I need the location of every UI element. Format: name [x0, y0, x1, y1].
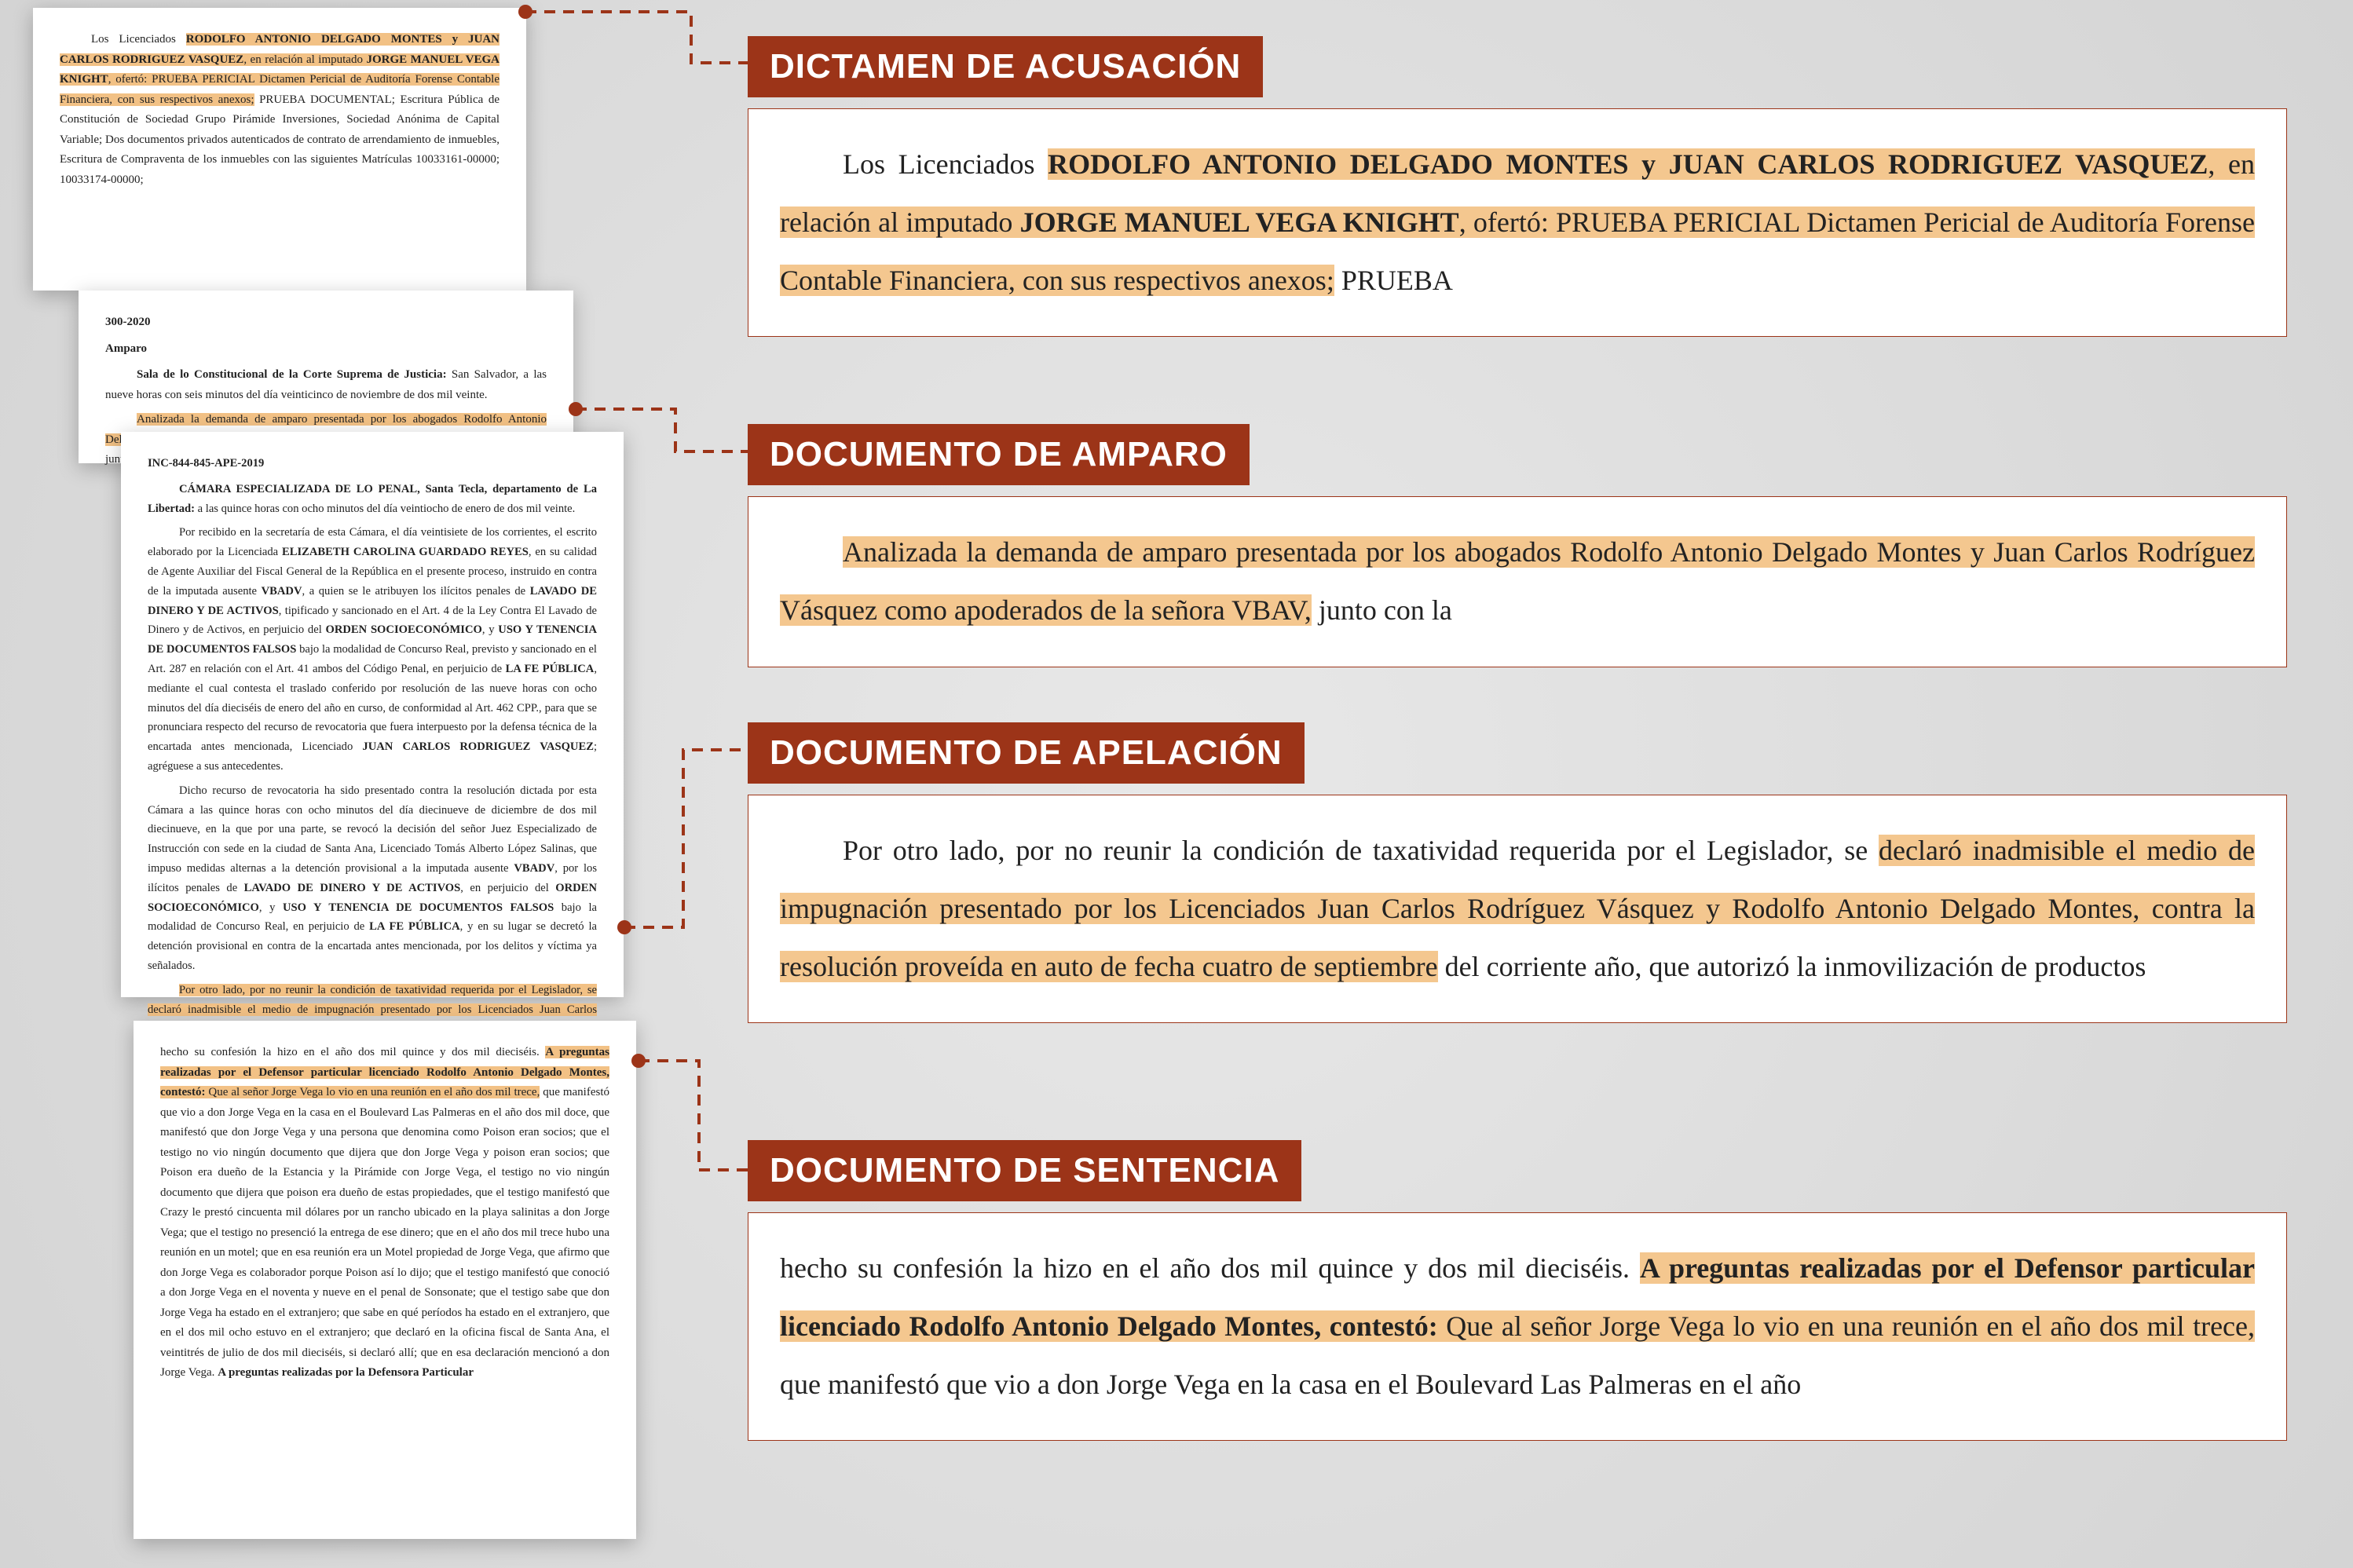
- panel-body: Analizada la demanda de amparo presentad…: [748, 496, 2287, 667]
- connector-dot-2: [569, 402, 583, 416]
- panel-tag: DOCUMENTO DE AMPARO: [748, 424, 1250, 485]
- t: LA FE PÚBLICA: [506, 663, 595, 675]
- t: junto con la: [1312, 594, 1452, 626]
- t: que manifestó que vio a don Jorge Vega e…: [160, 1086, 609, 1379]
- doc3-ref: INC-844-845-APE-2019: [148, 454, 597, 473]
- t: Los Licenciados: [843, 148, 1048, 180]
- t: hecho su confesión la hizo en el año dos…: [780, 1252, 1640, 1284]
- t: PRUEBA: [1334, 265, 1453, 296]
- t: JUAN CARLOS RODRIGUEZ VASQUEZ: [362, 740, 594, 753]
- t: , a quien se le atribuyen los ilícitos p…: [302, 585, 530, 598]
- panel-amparo: DOCUMENTO DE AMPARO Analizada la demanda…: [748, 424, 2287, 667]
- t: a las quince horas con ocho minutos del …: [195, 503, 575, 515]
- t: , en relación al imputado: [243, 53, 366, 66]
- connector-dot-1: [518, 5, 532, 19]
- t: LA FE PÚBLICA: [369, 920, 460, 933]
- t: LAVADO DE DINERO Y DE ACTIVOS: [244, 882, 461, 894]
- t: hecho su confesión la hizo en el año dos…: [160, 1046, 545, 1058]
- t: ELIZABETH CAROLINA GUARDADO REYES: [282, 546, 529, 558]
- panel-sentencia: DOCUMENTO DE SENTENCIA hecho su confesió…: [748, 1140, 2287, 1441]
- panel-tag: DICTAMEN DE ACUSACIÓN: [748, 36, 1263, 97]
- t: A preguntas realizadas por la Defensora …: [218, 1366, 474, 1379]
- doc-acusacion: Los Licenciados RODOLFO ANTONIO DELGADO …: [33, 8, 526, 291]
- t: PRUEBA DOCUMENTAL; Escritura Pública de …: [60, 93, 500, 186]
- t: del corriente año, que autorizó la inmov…: [1438, 951, 2146, 982]
- doc-sentencia: hecho su confesión la hizo en el año dos…: [134, 1021, 636, 1539]
- panel-apelacion: DOCUMENTO DE APELACIÓN Por otro lado, po…: [748, 722, 2287, 1023]
- connector-dot-4: [631, 1054, 646, 1068]
- t: , en perjuicio del: [460, 882, 555, 894]
- t: Analizada la demanda de amparo presentad…: [780, 536, 2255, 626]
- connector-dot-3: [617, 920, 631, 934]
- t: , y: [259, 901, 283, 914]
- panel-tag: DOCUMENTO DE SENTENCIA: [748, 1140, 1301, 1201]
- panel-body: Los Licenciados RODOLFO ANTONIO DELGADO …: [748, 108, 2287, 337]
- t: Sala de lo Constitucional de la Corte Su…: [137, 368, 447, 381]
- panel-tag: DOCUMENTO DE APELACIÓN: [748, 722, 1305, 784]
- t: JORGE MANUEL VEGA KNIGHT: [1020, 207, 1459, 238]
- t: , mediante el cual contesta el traslado …: [148, 663, 597, 753]
- doc2-title: Amparo: [105, 339, 547, 360]
- t: , y: [482, 623, 498, 636]
- doc2-ref: 300-2020: [105, 313, 547, 333]
- doc-apelacion: INC-844-845-APE-2019 CÁMARA ESPECIALIZAD…: [121, 432, 624, 997]
- t: USO Y TENENCIA DE DOCUMENTOS FALSOS: [283, 901, 554, 914]
- t: Los Licenciados: [91, 33, 186, 46]
- t: Dicho recurso de revocatoria ha sido pre…: [148, 784, 597, 875]
- t: ORDEN SOCIOECONÓMICO: [326, 623, 482, 636]
- t: RODOLFO ANTONIO DELGADO MONTES y JUAN CA…: [1048, 148, 2208, 180]
- panel-body: hecho su confesión la hizo en el año dos…: [748, 1212, 2287, 1441]
- panel-acusacion: DICTAMEN DE ACUSACIÓN Los Licenciados RO…: [748, 36, 2287, 337]
- t: Que al señor Jorge Vega lo vio en una re…: [1438, 1310, 2255, 1342]
- t: VBADV: [514, 862, 554, 875]
- panel-body: Por otro lado, por no reunir la condició…: [748, 795, 2287, 1023]
- t: Que al señor Jorge Vega lo vio en una re…: [205, 1086, 540, 1098]
- t: que manifestó que vio a don Jorge Vega e…: [780, 1369, 1801, 1400]
- t: Por otro lado, por no reunir la condició…: [843, 835, 1879, 866]
- t: VBADV: [262, 585, 302, 598]
